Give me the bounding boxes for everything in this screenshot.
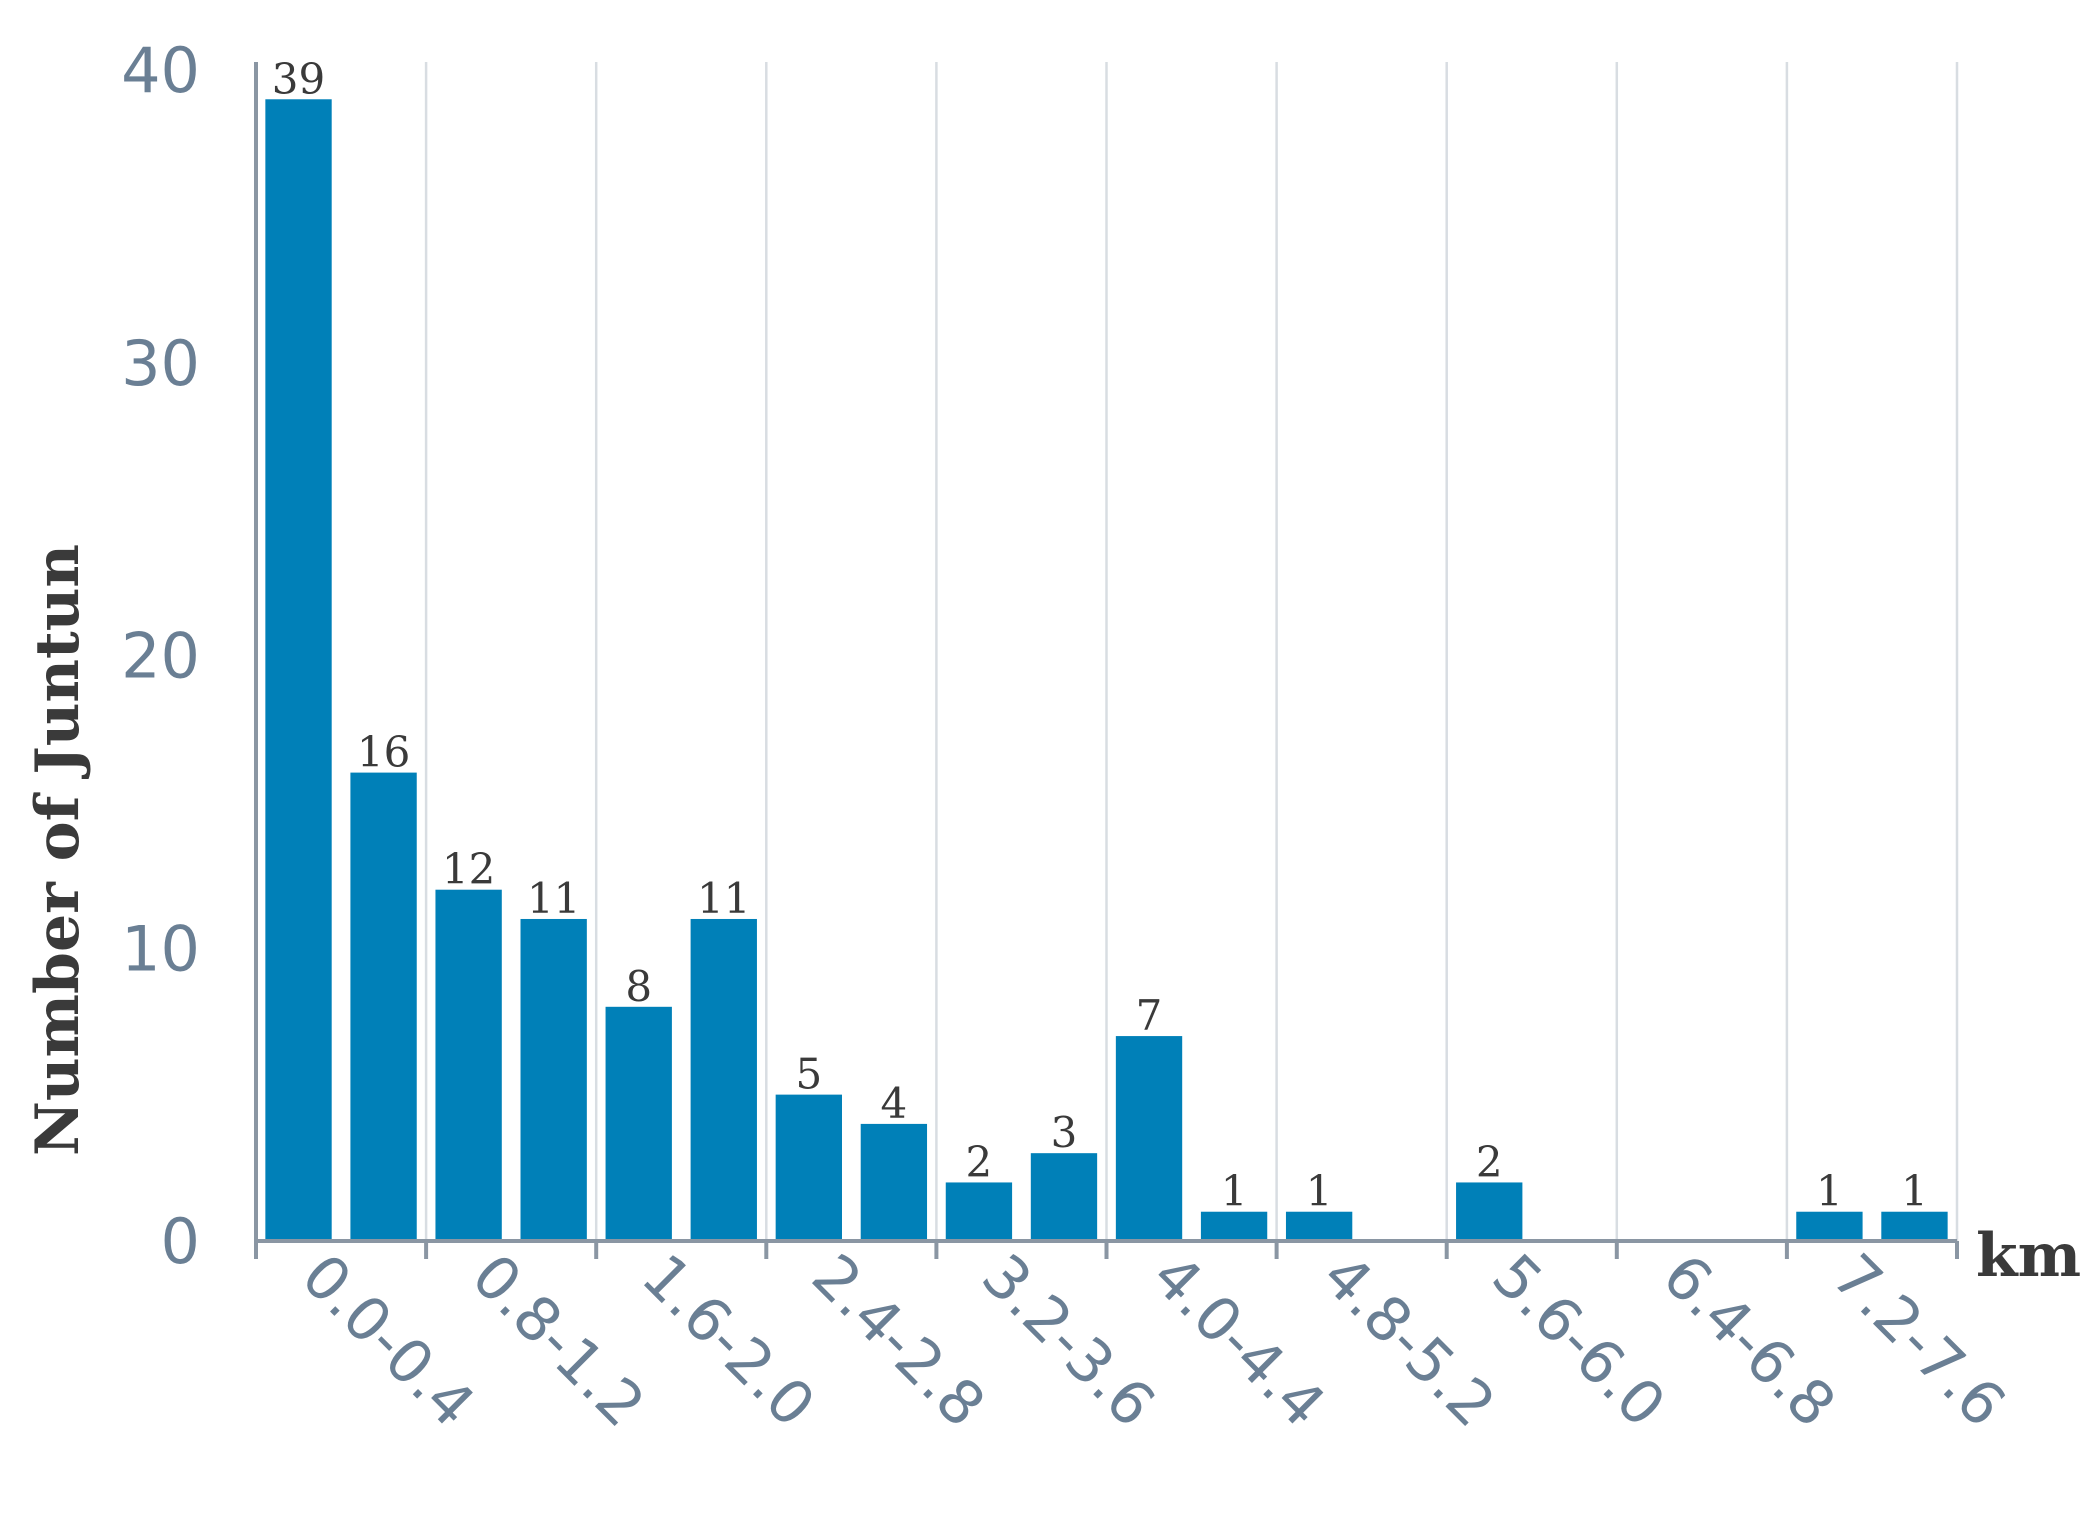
value-label: 5 bbox=[795, 1050, 822, 1099]
x-tick-label: 0.8-1.2 bbox=[458, 1241, 658, 1441]
bar bbox=[605, 1006, 672, 1241]
x-tick-label: 5.6-6.0 bbox=[1479, 1241, 1679, 1441]
axes bbox=[254, 62, 1959, 1259]
bar bbox=[860, 1123, 928, 1241]
value-label: 3 bbox=[1051, 1108, 1078, 1157]
y-tick-label: 20 bbox=[121, 620, 200, 693]
y-tick-label: 0 bbox=[161, 1205, 200, 1278]
bar bbox=[435, 889, 502, 1241]
x-tick-label: 1.6-2.0 bbox=[628, 1241, 828, 1441]
y-axis-label: Number of Juntun bbox=[23, 544, 93, 1156]
value-label: 11 bbox=[697, 874, 750, 923]
y-tick-label: 30 bbox=[121, 327, 200, 400]
x-tick-label: 3.2-3.6 bbox=[968, 1241, 1168, 1441]
bar bbox=[1030, 1153, 1098, 1241]
bar bbox=[775, 1094, 842, 1241]
bar bbox=[520, 918, 587, 1241]
bar bbox=[1200, 1211, 1268, 1241]
bar bbox=[1115, 1036, 1183, 1241]
bar bbox=[1881, 1211, 1948, 1241]
value-label: 4 bbox=[881, 1079, 908, 1128]
value-label: 7 bbox=[1136, 991, 1163, 1040]
value-label: 1 bbox=[1816, 1167, 1843, 1216]
value-label: 39 bbox=[272, 54, 325, 103]
y-tick-label: 40 bbox=[121, 34, 200, 107]
value-label: 8 bbox=[625, 962, 652, 1011]
x-tick-labels: 0.0-0.40.8-1.21.6-2.02.4-2.83.2-3.64.0-4… bbox=[288, 1241, 2019, 1441]
value-label: 2 bbox=[1476, 1137, 1503, 1186]
bar bbox=[945, 1182, 1013, 1241]
x-tick-label: 4.8-5.2 bbox=[1309, 1241, 1509, 1441]
y-tick-labels: 0 10 20 30 40 bbox=[121, 34, 200, 1278]
bar bbox=[1796, 1211, 1863, 1241]
value-label: 12 bbox=[442, 845, 495, 894]
value-label: 16 bbox=[357, 728, 410, 777]
bar bbox=[350, 772, 417, 1241]
bar bbox=[690, 918, 757, 1241]
value-label: 11 bbox=[527, 874, 580, 923]
bars bbox=[265, 99, 1948, 1241]
x-tick-label: 6.4-6.8 bbox=[1649, 1241, 1849, 1441]
value-label: 1 bbox=[1901, 1167, 1928, 1216]
value-label: 1 bbox=[1306, 1167, 1333, 1216]
x-tick-label: 0.0-0.4 bbox=[288, 1241, 488, 1441]
x-tick-label: 4.0-4.4 bbox=[1138, 1241, 1338, 1441]
value-label: 2 bbox=[966, 1137, 993, 1186]
x-tick-label: 2.4-2.8 bbox=[798, 1241, 998, 1441]
bar bbox=[1456, 1182, 1523, 1241]
gridlines bbox=[424, 62, 1959, 1241]
y-tick-label: 10 bbox=[121, 912, 200, 985]
value-label: 1 bbox=[1221, 1167, 1248, 1216]
bar bbox=[1285, 1211, 1353, 1241]
x-axis-unit: km bbox=[1976, 1221, 2081, 1291]
bar bbox=[265, 99, 332, 1241]
